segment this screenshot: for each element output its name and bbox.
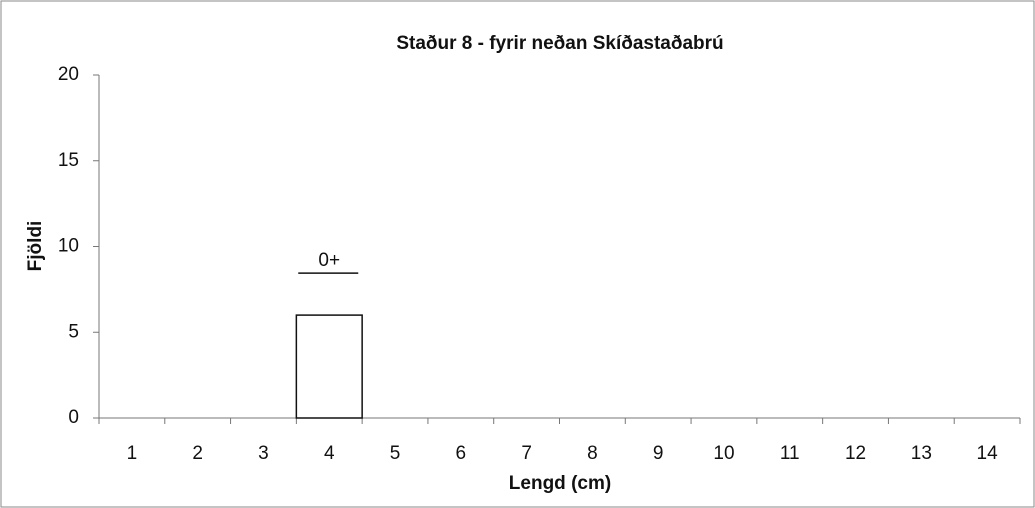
y-tick-label: 15 <box>58 150 79 171</box>
x-tick-label: 4 <box>324 443 335 464</box>
x-tick-label: 12 <box>845 443 866 464</box>
chart-title: Staður 8 - fyrir neðan Skíðastaðabrú <box>396 33 723 54</box>
x-tick-label: 11 <box>780 443 800 464</box>
x-tick-label: 10 <box>713 443 734 464</box>
x-tick-label: 5 <box>390 443 401 464</box>
x-tick-label: 9 <box>653 443 664 464</box>
y-tick-label: 5 <box>68 321 79 342</box>
y-tick-label: 0 <box>68 407 79 428</box>
y-axis-label: Fjöldi <box>25 221 46 272</box>
x-tick-label: 3 <box>258 443 269 464</box>
y-tick-label: 20 <box>58 64 79 85</box>
x-tick-label: 1 <box>127 443 138 464</box>
x-tick-label: 14 <box>977 443 999 464</box>
y-tick-label: 10 <box>58 236 79 257</box>
x-tick-label: 2 <box>192 443 203 464</box>
bar <box>295 314 363 419</box>
x-tick-label: 8 <box>587 443 598 464</box>
annotation: 0+ <box>318 250 340 271</box>
x-tick-label: 6 <box>456 443 467 464</box>
x-axis-label: Lengd (cm) <box>509 473 611 494</box>
x-tick-label: 7 <box>521 443 532 464</box>
x-tick-label: 13 <box>911 443 932 464</box>
